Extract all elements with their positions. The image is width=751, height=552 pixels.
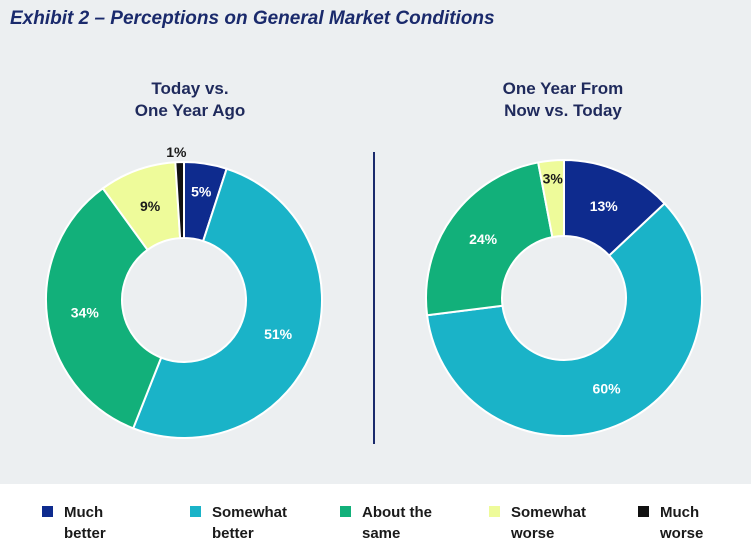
legend-label-much-worse: Much worse: [660, 504, 704, 542]
slice-label-today-much-worse: 1%: [166, 144, 187, 160]
slice-today-much-worse: [174, 160, 185, 240]
slice-today-about-the-same: [45, 186, 163, 430]
donut-charts: 5% 51% 34% 9% 1% 13% 60% 24% 3%: [45, 144, 703, 439]
legend-swatch-somewhat-worse: [489, 506, 500, 517]
slice-label-today-about-the-same: 34%: [71, 305, 100, 321]
slice-label-today-somewhat-worse: 9%: [140, 198, 161, 214]
slice-next-year-somewhat-worse: [536, 158, 565, 239]
slice-next-year-about-the-same: [425, 161, 554, 317]
slice-label-next-year-about-the-same: 24%: [469, 231, 498, 247]
legend-label-much-better: Much better: [64, 504, 106, 542]
slice-label-next-year-much-better: 13%: [590, 198, 619, 214]
chart-title-right-line-2: Now vs. Today: [504, 101, 622, 120]
chart-title-right: One Year From Now vs. Today: [433, 78, 693, 122]
chart-title-left: Today vs. One Year Ago: [60, 78, 320, 122]
donut-chart-today: 5% 51% 34% 9% 1%: [45, 144, 324, 439]
donut-chart-next-year: 13% 60% 24% 3%: [425, 158, 703, 437]
slice-label-next-year-somewhat-better: 60%: [593, 380, 622, 396]
legend-swatch-about-the-same: [340, 506, 351, 517]
legend-label-about-the-same: About the same: [362, 504, 432, 542]
slice-label-today-somewhat-better: 51%: [264, 326, 293, 342]
legend-swatch-much-worse: [638, 506, 649, 517]
chart-title-left-line-1: Today vs.: [151, 79, 229, 98]
legend-swatch-much-better: [42, 506, 53, 517]
slice-today-somewhat-better: [131, 167, 324, 439]
legend-label-somewhat-worse: Somewhat worse: [511, 504, 587, 542]
legend-label-somewhat-better: Somewhat better: [212, 504, 288, 542]
chart-title-right-line-1: One Year From: [502, 79, 624, 98]
slice-label-today-much-better: 5%: [191, 183, 212, 199]
legend-swatch-somewhat-better: [190, 506, 201, 517]
exhibit-title: Exhibit 2 – Perceptions on General Marke…: [10, 8, 495, 29]
slice-next-year-somewhat-better: [425, 202, 703, 437]
legend: Much better Somewhat better About the same …: [0, 484, 751, 552]
chart-divider: [373, 152, 375, 444]
slice-label-next-year-somewhat-worse: 3%: [543, 171, 564, 187]
chart-title-left-line-2: One Year Ago: [134, 101, 246, 120]
